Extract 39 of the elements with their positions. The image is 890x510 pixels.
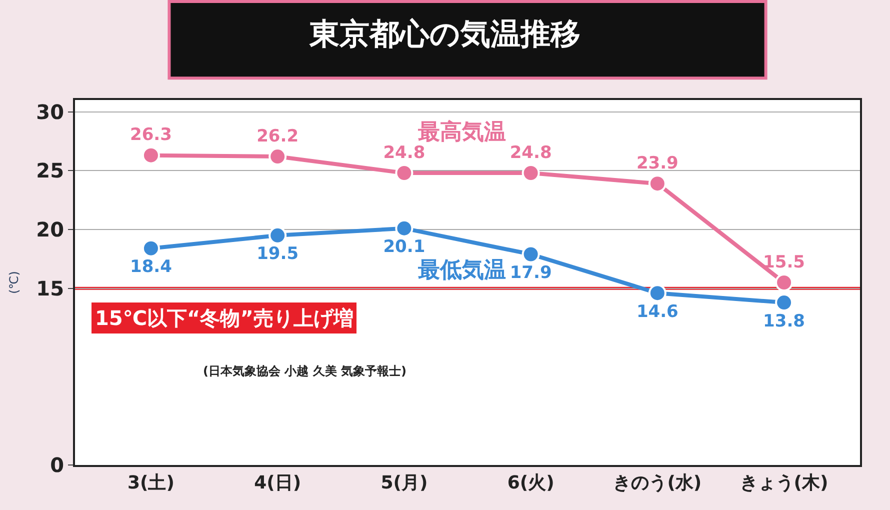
point: [268, 226, 287, 244]
point: [775, 274, 794, 292]
x-tick-label: きのう(水): [613, 472, 702, 494]
y-tick-label: 20: [36, 218, 64, 242]
y-tick-label: 30: [36, 100, 64, 124]
data-label: 17.9: [510, 262, 552, 283]
point: [648, 284, 666, 302]
point: [142, 146, 160, 164]
data-label: 24.8: [383, 142, 426, 163]
data-label: 26.2: [256, 126, 299, 146]
data-label: 15.5: [763, 252, 806, 272]
point: [142, 239, 160, 258]
point: [522, 245, 540, 264]
x-tick-label: きょう(木): [740, 472, 828, 494]
series-label: 最低気温: [417, 258, 506, 283]
data-label: 18.4: [130, 257, 172, 278]
point: [522, 164, 540, 182]
y-tick-label: 25: [36, 158, 64, 183]
y-tick-label: 0: [50, 453, 64, 477]
x-tick-label: 6(火): [507, 472, 554, 494]
y-axis-title: (℃): [6, 271, 21, 294]
data-label: 24.8: [510, 142, 552, 163]
data-label: 14.6: [636, 302, 678, 322]
point: [395, 164, 414, 182]
data-label: 19.5: [256, 244, 299, 264]
x-tick-label: 4(日): [254, 472, 302, 494]
annotation: (日本気象協会 小越 久美 気象予報士): [203, 364, 407, 378]
data-label: 13.8: [763, 311, 806, 332]
point: [648, 174, 666, 193]
point: [395, 219, 414, 238]
series-label: 最高気温: [417, 119, 506, 145]
data-label: 20.1: [383, 237, 426, 258]
data-label: 23.9: [636, 153, 678, 174]
x-tick-label: 3(土): [127, 472, 174, 494]
y-tick-label: 15: [36, 276, 64, 300]
chart-title: 東京都心の気温推移: [308, 16, 580, 52]
annotation: 15℃以下“冬物”売り上げ増: [95, 306, 354, 330]
data-label: 26.3: [130, 125, 172, 146]
x-tick-label: 5(月): [380, 472, 428, 494]
